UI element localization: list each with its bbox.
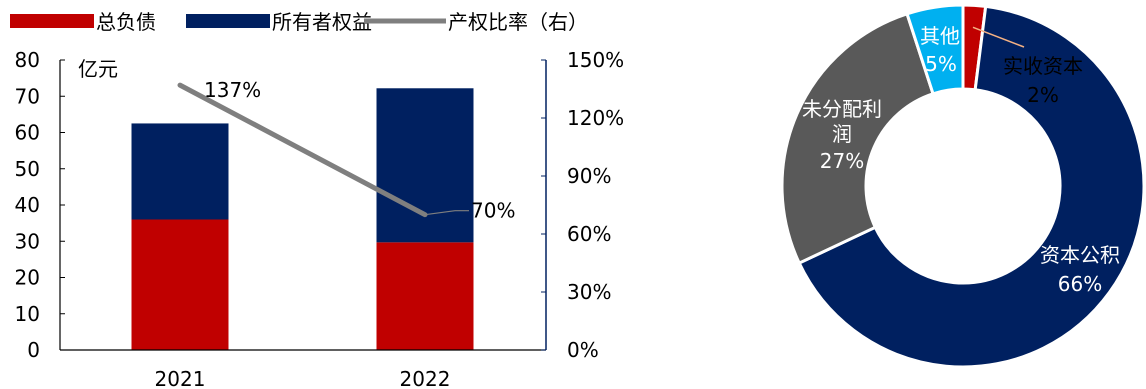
axes: 0 10 20 30 40 50 60 70 80 0% 30% 60% 90% 120% 150% 2021… <box>15 48 625 389</box>
y-tick-label: 0 <box>27 338 40 362</box>
y-tick-label: 10 <box>15 302 40 326</box>
y-tick-label: 60 <box>15 121 40 145</box>
y2-tick-label: 30% <box>567 280 611 304</box>
slice-label: 润 <box>832 122 852 146</box>
donut-slice <box>780 11 935 266</box>
y-tick-label: 50 <box>15 157 40 181</box>
legend-label: 产权比率（右） <box>448 10 588 34</box>
donut-slice <box>797 4 1146 369</box>
y2-tick-label: 90% <box>567 164 611 188</box>
slice-label: 资本公积 <box>1040 243 1120 267</box>
legend-swatch <box>10 14 94 28</box>
slice-label: 其他 <box>920 24 960 48</box>
donut-slice <box>905 3 965 96</box>
x-tick-label: 2022 <box>400 367 451 389</box>
slice-label-leader <box>972 26 1025 48</box>
y-tick-label: 40 <box>15 193 40 217</box>
y2-tick-label: 60% <box>567 222 611 246</box>
slice-label: 实收资本 <box>1003 54 1083 78</box>
bar-segment <box>376 88 474 243</box>
unit-label: 亿元 <box>78 57 118 81</box>
y-tick-label: 70 <box>15 84 40 108</box>
slice-value-label: 27% <box>820 149 864 173</box>
ratio-line-path <box>177 82 428 218</box>
slice-value-label: 66% <box>1058 272 1102 296</box>
legend-swatch <box>186 14 270 28</box>
bar-segment <box>131 219 229 350</box>
bar-chart: 总负债 所有者权益 产权比率（右） 0 10 20 30 40 50 60 70 80 0% 30% 60… <box>10 10 624 389</box>
ratio-label: 137% <box>204 78 261 102</box>
y-tick-label: 30 <box>15 229 40 253</box>
slice-value-label: 2% <box>1027 83 1059 107</box>
slice-value-label: 5% <box>925 52 957 76</box>
y2-tick-label: 0% <box>567 338 599 362</box>
y-tick-label: 20 <box>15 266 40 290</box>
ratio-label: 70% <box>471 199 515 223</box>
legend: 总负债 所有者权益 产权比率（右） <box>10 10 588 34</box>
ratio-line: 137% 70% <box>177 78 515 223</box>
y-tick-label: 80 <box>15 48 40 72</box>
y2-tick-label: 120% <box>567 106 624 130</box>
bar-segment <box>131 123 229 220</box>
stacked-bars <box>131 88 474 350</box>
slice-label: 未分配利 <box>802 97 882 121</box>
x-tick-label: 2021 <box>155 367 206 389</box>
bar-segment <box>376 242 474 350</box>
legend-label: 总负债 <box>96 10 156 34</box>
legend-label: 所有者权益 <box>272 10 372 34</box>
ratio-label-leader <box>424 210 469 216</box>
y2-tick-label: 150% <box>567 48 624 72</box>
